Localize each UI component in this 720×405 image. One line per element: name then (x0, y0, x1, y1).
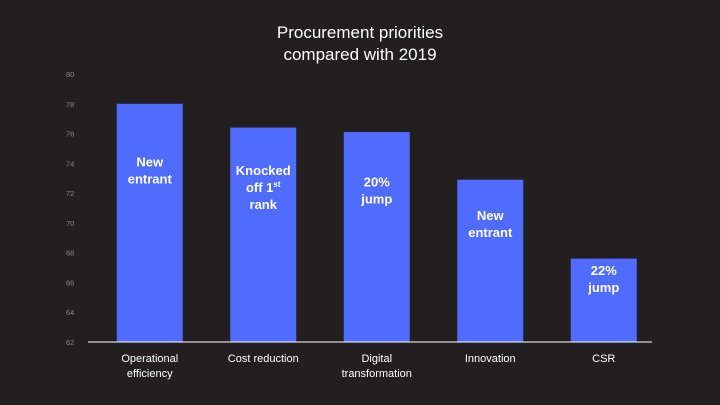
bar-annotation-line: jump (360, 192, 392, 207)
chart-title-line: Procurement priorities (277, 23, 443, 42)
x-tick-label: Operational (121, 353, 178, 365)
bar (116, 103, 183, 343)
bar-annotation-line: rank (250, 197, 278, 212)
bar-annotation-line: 20% (364, 175, 390, 190)
bar (570, 258, 637, 342)
y-tick-label: 76 (66, 130, 74, 139)
y-tick-label: 74 (66, 159, 74, 168)
y-tick-label: 66 (66, 278, 74, 287)
x-tick-label: transformation (342, 368, 412, 380)
x-tick-label: Cost reduction (228, 353, 299, 365)
y-tick-label: 68 (66, 249, 74, 258)
bar-annotation-line: New (477, 208, 505, 223)
y-axis-ticks: 62 64 66 68 70 72 74 76 78 80 (66, 70, 74, 347)
bar-annotation-line: entrant (468, 225, 513, 240)
bar-annotation-line: jump (587, 280, 619, 295)
x-tick-label: Innovation (465, 353, 516, 365)
bar-annotation-line: Knocked (236, 163, 291, 178)
bar-annotation-line: off 1st (246, 180, 281, 195)
y-tick-label: 72 (66, 189, 74, 198)
bar (230, 127, 297, 342)
y-tick-label: 62 (66, 338, 74, 347)
chart-title: Procurement priorities compared with 2019 (277, 23, 443, 64)
y-tick-label: 78 (66, 100, 74, 109)
bar-annotation-line: entrant (128, 172, 173, 187)
x-tick-label: Digital (361, 353, 392, 365)
bar-annotations: New entrant Knocked off 1st rank 20% jump New en… (128, 155, 620, 295)
bar-annotation-line: New (136, 155, 164, 170)
x-tick-label: CSR (592, 353, 615, 365)
x-tick-label: efficiency (127, 368, 173, 380)
bar (457, 179, 524, 342)
y-tick-label: 80 (66, 70, 74, 79)
bar (343, 132, 410, 342)
y-tick-label: 64 (66, 308, 74, 317)
bars (116, 103, 637, 343)
chart-title-line: compared with 2019 (283, 45, 436, 64)
x-axis-ticks: Operational efficiency Cost reduction Digit… (121, 353, 615, 380)
y-tick-label: 70 (66, 219, 74, 228)
bar-annotation-line: 22% (591, 263, 617, 278)
